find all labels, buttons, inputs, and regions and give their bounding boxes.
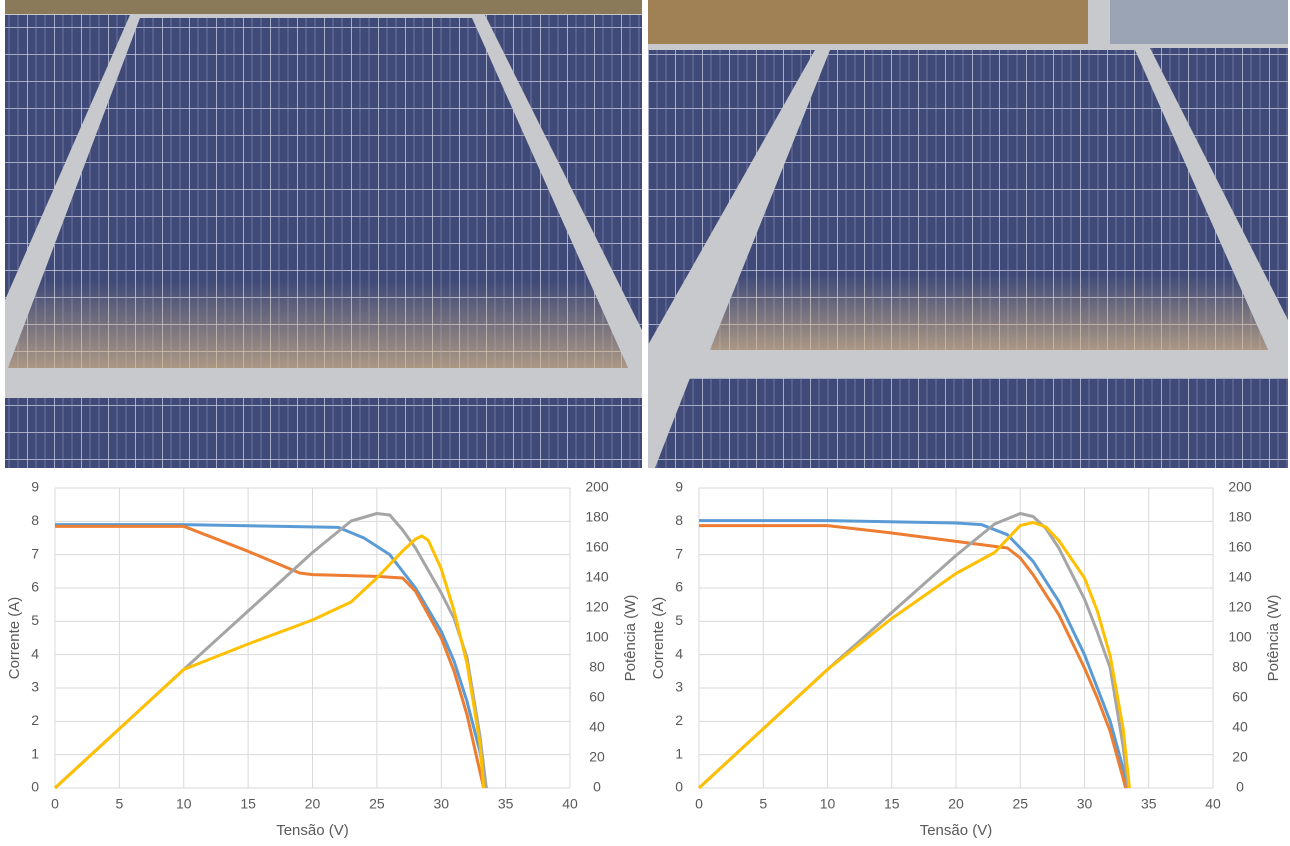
x-tick-label: 5	[115, 796, 123, 812]
y2-axis-title: Potência (W)	[1265, 595, 1282, 682]
y2-tick-label: 200	[1228, 479, 1252, 495]
y2-tick-label: 160	[585, 539, 609, 555]
y2-tick-label: 60	[589, 689, 605, 705]
x-tick-label: 20	[948, 796, 964, 812]
x-axis-title: Tensão (V)	[920, 822, 993, 839]
y-axis-title: Corrente (A)	[650, 597, 667, 680]
x-tick-label: 0	[695, 796, 703, 812]
x-tick-label: 25	[369, 796, 385, 812]
y-tick-label: 6	[675, 579, 683, 595]
x-tick-label: 15	[240, 796, 256, 812]
y2-tick-label: 80	[589, 659, 605, 675]
photo-left	[5, 0, 642, 468]
y-tick-label: 3	[31, 679, 39, 695]
y-tick-label: 1	[675, 745, 683, 761]
y2-tick-label: 120	[1228, 599, 1252, 615]
x-tick-label: 40	[562, 796, 578, 812]
y2-tick-label: 80	[1232, 659, 1248, 675]
y2-tick-label: 180	[1228, 509, 1252, 525]
y-tick-label: 0	[31, 779, 39, 795]
y2-tick-label: 20	[1232, 749, 1248, 765]
y2-tick-label: 140	[585, 569, 609, 585]
x-tick-label: 0	[51, 796, 59, 812]
photo-right	[648, 0, 1288, 468]
x-tick-label: 30	[433, 796, 449, 812]
y2-tick-label: 160	[1228, 539, 1252, 555]
y-tick-label: 3	[675, 679, 683, 695]
x-tick-label: 30	[1077, 796, 1093, 812]
y-tick-label: 8	[31, 512, 39, 528]
y2-axis-title: Potência (W)	[622, 595, 639, 682]
y-tick-label: 5	[31, 612, 39, 628]
x-tick-label: 10	[820, 796, 836, 812]
y-tick-label: 5	[675, 612, 683, 628]
y-tick-label: 7	[31, 545, 39, 561]
x-tick-label: 40	[1205, 796, 1221, 812]
y-tick-label: 9	[31, 479, 39, 495]
y2-tick-label: 20	[589, 749, 605, 765]
y2-tick-label: 0	[1236, 779, 1244, 795]
y2-tick-label: 100	[1228, 629, 1252, 645]
x-tick-label: 35	[498, 796, 514, 812]
x-tick-label: 20	[305, 796, 321, 812]
y2-tick-label: 60	[1232, 689, 1248, 705]
y-tick-label: 9	[675, 479, 683, 495]
figure: 0510152025303540012345678902040608010012…	[0, 0, 1290, 846]
figure-canvas: 0510152025303540012345678902040608010012…	[0, 0, 1290, 846]
y-tick-label: 4	[31, 645, 39, 661]
y-tick-label: 2	[31, 712, 39, 728]
y-tick-label: 2	[675, 712, 683, 728]
x-tick-label: 10	[176, 796, 192, 812]
y2-tick-label: 0	[593, 779, 601, 795]
x-axis-title: Tensão (V)	[276, 822, 349, 839]
y-tick-label: 1	[31, 745, 39, 761]
x-tick-label: 25	[1012, 796, 1028, 812]
y2-tick-label: 200	[585, 479, 609, 495]
y2-tick-label: 120	[585, 599, 609, 615]
y2-tick-label: 180	[585, 509, 609, 525]
y-tick-label: 6	[31, 579, 39, 595]
y2-tick-label: 40	[589, 719, 605, 735]
y-tick-label: 8	[675, 512, 683, 528]
y-tick-label: 7	[675, 545, 683, 561]
x-tick-label: 35	[1141, 796, 1157, 812]
y2-tick-label: 40	[1232, 719, 1248, 735]
x-tick-label: 15	[884, 796, 900, 812]
y-tick-label: 4	[675, 645, 683, 661]
y-axis-title: Corrente (A)	[6, 597, 23, 680]
y2-tick-label: 140	[1228, 569, 1252, 585]
x-tick-label: 5	[759, 796, 767, 812]
y-tick-label: 0	[675, 779, 683, 795]
y2-tick-label: 100	[585, 629, 609, 645]
